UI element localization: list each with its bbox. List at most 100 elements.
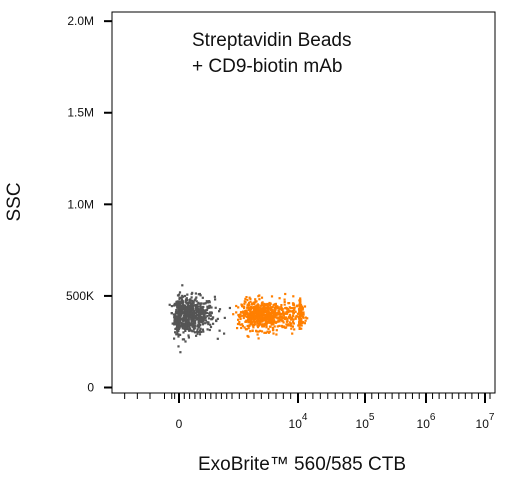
data-point <box>180 311 183 314</box>
data-point <box>292 295 295 298</box>
data-point <box>180 307 184 310</box>
data-point <box>176 330 179 333</box>
data-point <box>187 305 190 308</box>
data-point <box>237 318 240 321</box>
data-point <box>262 318 265 321</box>
data-point <box>198 292 201 296</box>
data-point <box>254 323 257 326</box>
data-point <box>238 321 241 324</box>
data-point <box>250 311 253 314</box>
data-point <box>175 308 178 312</box>
data-point <box>256 326 260 329</box>
data-point <box>289 324 292 327</box>
data-point <box>284 326 287 329</box>
data-point <box>185 302 188 305</box>
data-point <box>263 325 266 328</box>
data-point <box>168 303 171 306</box>
data-point <box>183 294 187 298</box>
data-point <box>281 310 285 313</box>
data-point <box>253 320 256 323</box>
data-point <box>204 309 207 313</box>
data-point <box>245 296 248 299</box>
data-point <box>248 320 251 324</box>
data-point <box>187 303 190 306</box>
data-point <box>268 317 271 320</box>
x-tick-exponent: 6 <box>430 412 436 423</box>
data-point <box>261 324 264 328</box>
data-point <box>258 313 262 316</box>
data-point <box>198 302 201 305</box>
data-point <box>191 330 194 333</box>
data-point <box>206 305 209 308</box>
data-point <box>253 306 257 309</box>
data-point <box>181 322 184 325</box>
data-point <box>298 311 301 314</box>
data-point <box>210 318 213 321</box>
data-point <box>177 312 180 315</box>
data-point <box>274 306 277 309</box>
data-point <box>243 326 246 329</box>
y-tick-label: 0 <box>87 381 94 395</box>
data-point <box>239 317 242 321</box>
data-point <box>185 321 188 325</box>
data-point <box>258 311 261 314</box>
data-point <box>241 325 244 328</box>
data-point <box>283 300 286 303</box>
x-tick-label: 0 <box>176 417 183 431</box>
data-point <box>179 316 182 319</box>
data-point <box>192 330 195 333</box>
data-point <box>181 303 184 306</box>
data-point <box>274 308 277 311</box>
data-point <box>257 308 260 311</box>
data-point <box>180 296 183 300</box>
x-tick-base: 10 <box>356 417 370 431</box>
data-point <box>291 320 295 323</box>
data-point <box>249 321 252 324</box>
data-point <box>214 306 217 309</box>
data-point <box>196 330 199 333</box>
data-point <box>247 335 250 338</box>
data-point <box>190 299 194 302</box>
data-point <box>216 337 219 340</box>
data-point <box>194 322 197 325</box>
y-axis-ticks: 0 500K 1.0M 1.5M 2.0M <box>66 14 112 395</box>
data-point <box>289 314 292 317</box>
data-point <box>202 310 205 313</box>
data-point <box>261 307 264 310</box>
data-point <box>301 308 304 311</box>
data-point <box>301 321 304 325</box>
data-point <box>208 306 211 309</box>
data-point <box>201 317 204 320</box>
data-point <box>235 304 238 308</box>
data-point <box>273 309 276 312</box>
y-tick-label: 1.0M <box>67 197 94 211</box>
data-point <box>246 299 249 302</box>
data-point <box>269 302 272 305</box>
data-point <box>293 308 296 311</box>
data-point <box>172 304 176 307</box>
data-point <box>237 313 240 317</box>
data-point <box>173 323 176 326</box>
data-point <box>250 315 253 318</box>
data-point <box>291 332 294 335</box>
data-point <box>268 321 272 324</box>
data-point <box>202 312 205 315</box>
data-point <box>175 333 178 336</box>
data-point <box>250 313 253 316</box>
data-point <box>282 317 285 320</box>
data-point <box>283 325 286 329</box>
annotation-line-2: + CD9-biotin mAb <box>192 56 342 77</box>
data-point <box>193 331 197 334</box>
data-point <box>192 318 195 321</box>
data-point <box>183 316 186 319</box>
data-point <box>290 307 293 310</box>
data-point <box>179 314 182 317</box>
data-point <box>184 301 187 304</box>
data-point <box>223 332 226 335</box>
data-point <box>263 331 266 334</box>
data-point <box>202 305 205 308</box>
data-point <box>278 297 281 300</box>
data-point <box>181 324 184 327</box>
data-point <box>296 312 299 315</box>
data-point <box>198 331 201 334</box>
